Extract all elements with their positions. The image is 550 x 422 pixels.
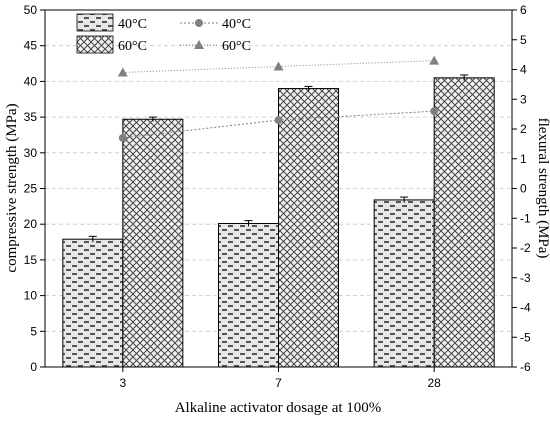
legend-label-line-40c: 40°C <box>222 17 251 32</box>
y-left-tick-label-7: 35 <box>24 110 38 124</box>
x-axis-label: Alkaline activator dosage at 100% <box>175 400 382 416</box>
point-s0-1 <box>274 116 283 125</box>
y-left-tick-label-5: 25 <box>24 182 38 196</box>
y-right-tick-label-7: 1 <box>520 152 527 166</box>
y-left-tick-label-2: 10 <box>24 289 38 303</box>
point-s0-2 <box>430 107 439 116</box>
y-right-tick-label-12: 6 <box>520 3 527 17</box>
legend-swatch-bar-40c <box>76 13 114 32</box>
legend-swatch-bar-60c <box>76 35 114 54</box>
y-left-tick-label-1: 5 <box>30 324 37 338</box>
y-right-tick-label-1: -5 <box>520 330 531 344</box>
legend-label-bar-40c: 40°C <box>118 17 147 32</box>
y-right-tick-label-10: 4 <box>520 63 527 77</box>
y-axis-right-label: flexural strength (MPa) <box>535 118 550 259</box>
y-axis-left-label: compressive strength (MPa) <box>4 103 20 272</box>
x-tick-label-0: 3 <box>119 376 126 390</box>
y-left-tick-label-3: 15 <box>24 253 38 267</box>
y-right-tick-label-5: -1 <box>520 211 531 225</box>
bar-s0-1 <box>218 222 279 368</box>
y-right-tick-label-9: 3 <box>520 92 527 106</box>
y-right-tick-label-3: -3 <box>520 271 531 285</box>
point-s1-0 <box>117 67 128 77</box>
legend-marker-60c <box>194 40 204 49</box>
bar-s0-0 <box>62 238 124 368</box>
line-1 <box>122 60 435 73</box>
y-right-tick-label-4: -2 <box>520 241 531 255</box>
y-right-tick-label-6: 0 <box>520 182 527 196</box>
y-left-tick-label-8: 40 <box>24 74 38 88</box>
y-left-tick-label-10: 50 <box>24 3 38 17</box>
y-right-tick-label-2: -4 <box>520 301 531 315</box>
x-tick-label-2: 28 <box>427 376 441 390</box>
y-right-tick-label-0: -6 <box>520 360 531 374</box>
y-left-tick-label-0: 0 <box>30 360 37 374</box>
legend-label-line-60c: 60°C <box>222 39 251 54</box>
point-s1-1 <box>273 61 284 71</box>
y-left-tick-label-9: 45 <box>24 39 38 53</box>
axes: 05101520253035404550-6-5-4-3-2-101234563… <box>24 3 531 390</box>
legend: 40°C 60°C 40°C 60°C <box>76 13 251 54</box>
bar-s1-1 <box>278 88 339 368</box>
y-left-tick-label-4: 20 <box>24 217 38 231</box>
point-s0-0 <box>118 133 127 142</box>
y-right-tick-label-8: 2 <box>520 122 527 136</box>
bar-s1-0 <box>122 118 184 368</box>
line-series <box>117 55 440 142</box>
x-tick-label-1: 7 <box>275 376 282 390</box>
bar-s1-2 <box>433 77 495 368</box>
y-left-tick-label-6: 30 <box>24 146 38 160</box>
y-right-tick-label-11: 5 <box>520 33 527 47</box>
bar-s0-2 <box>373 199 435 368</box>
point-s1-2 <box>429 55 440 65</box>
legend-label-bar-60c: 60°C <box>118 39 147 54</box>
legend-marker-40c <box>195 19 203 27</box>
